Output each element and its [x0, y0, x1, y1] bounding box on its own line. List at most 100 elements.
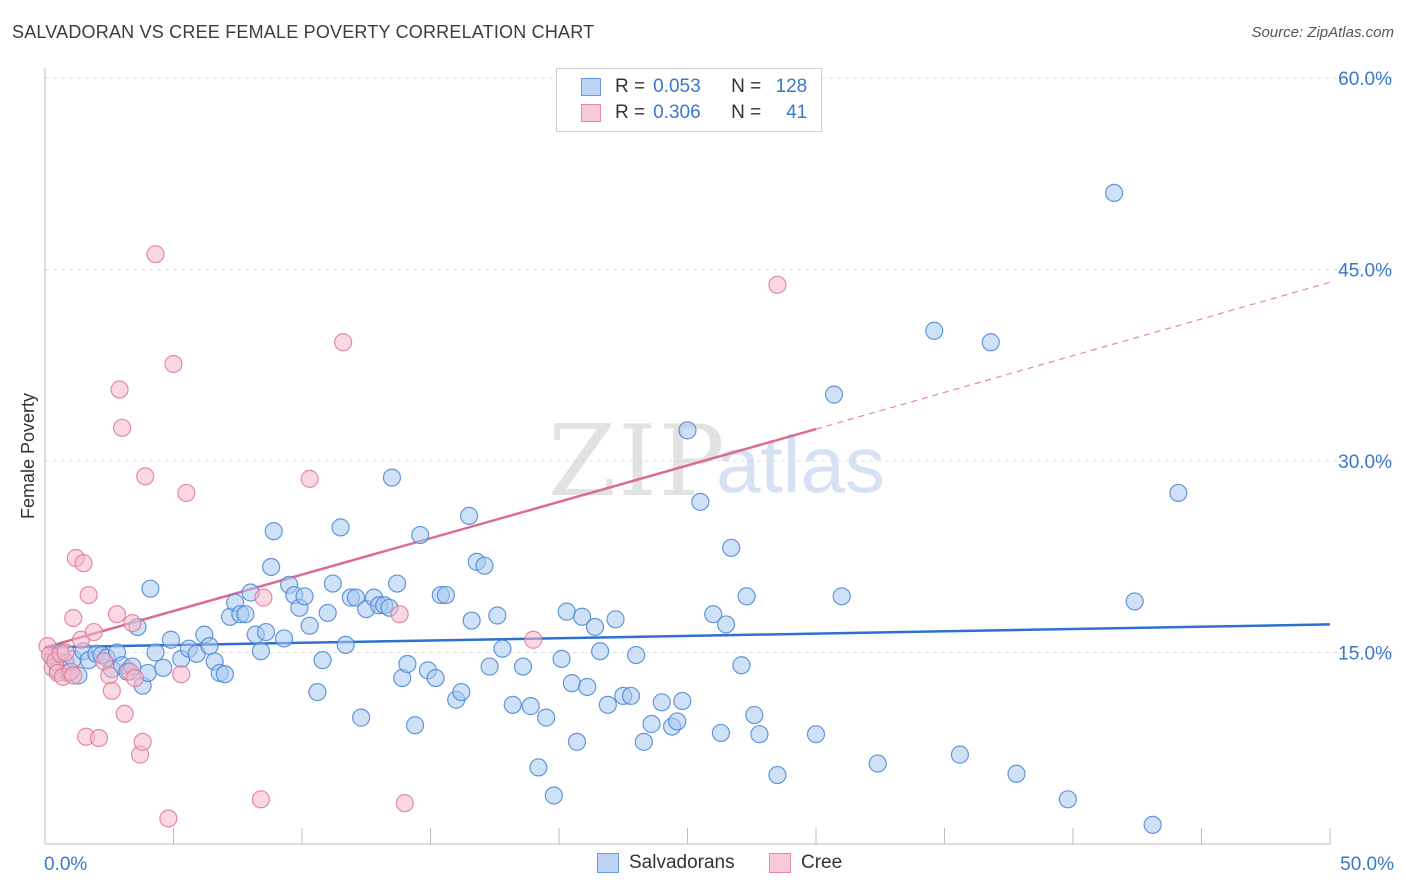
salvadoran-point	[256, 622, 276, 642]
legend-row-salvadorans: R = 0.053 N = 128	[581, 75, 807, 99]
salvadoran-point	[824, 385, 844, 404]
salvadoran-point	[868, 754, 887, 773]
cree-point	[84, 622, 103, 642]
salvadoran-swatch	[597, 853, 619, 873]
salvadoran-point	[264, 522, 283, 541]
salvadoran-point	[262, 557, 281, 577]
salvadoran-point	[411, 525, 430, 545]
salvadoran-point	[562, 674, 581, 693]
gridlines	[45, 77, 1392, 653]
cree-point	[177, 483, 196, 503]
cree-point	[110, 380, 129, 399]
cree-trend-extension	[815, 281, 1331, 430]
salvadoran-point	[200, 637, 219, 656]
cree-points	[38, 245, 787, 828]
salvadoran-point	[452, 682, 471, 702]
salvadoran-point	[1058, 790, 1077, 809]
cree-point	[524, 630, 543, 649]
cree-point	[254, 588, 273, 607]
cree-point	[74, 554, 93, 573]
cree-point	[115, 704, 134, 723]
salvadoran-point	[521, 697, 540, 716]
salvadoran-point	[591, 642, 610, 661]
salvadoran-point	[529, 758, 548, 777]
salvadoran-point	[436, 585, 456, 605]
watermark-atlas: atlas	[716, 420, 885, 509]
cree-point	[107, 605, 127, 624]
salvadoran-point	[503, 695, 522, 714]
salvadoran-point	[722, 538, 741, 557]
salvadoran-point	[1143, 815, 1162, 834]
salvadoran-point	[981, 333, 1000, 352]
axes	[44, 68, 1331, 845]
salvadoran-point	[668, 712, 687, 731]
salvadoran-point	[1125, 592, 1144, 611]
salvadoran-point	[585, 617, 605, 637]
salvadoran-point	[215, 665, 234, 684]
salvadoran-point	[578, 677, 597, 697]
salvadoran-point	[768, 765, 787, 785]
salvadoran-point	[1169, 483, 1188, 503]
cree-point	[136, 467, 155, 486]
cree-point	[125, 668, 145, 688]
salvadoran-point	[513, 657, 533, 676]
cree-point	[79, 585, 98, 605]
cree-point	[123, 614, 142, 633]
salvadoran-point	[295, 587, 314, 606]
legend-r-label: R =	[615, 102, 646, 123]
salvadoran-point	[642, 714, 661, 734]
cree-point	[64, 666, 83, 685]
legend-row-cree: R = 0.306 N = 41	[581, 101, 807, 125]
legend-r-label: R =	[615, 76, 646, 97]
salvadoran-point	[552, 649, 571, 668]
salvadoran-point	[146, 643, 165, 662]
salvadoran-point	[336, 635, 355, 654]
salvadoran-point	[711, 723, 731, 743]
y-tick-label: 30.0%	[1338, 452, 1392, 473]
cree-point	[164, 354, 183, 374]
salvadoran-point	[925, 321, 944, 340]
salvadoran-point	[274, 629, 294, 648]
legend-n-label: N =	[731, 76, 762, 97]
salvadoran-point	[398, 654, 417, 674]
salvadoran-point	[154, 658, 173, 677]
salvadoran-point	[606, 610, 625, 629]
salvadoran-point	[331, 518, 350, 537]
chart-title: SALVADORAN VS CREE FEMALE POVERTY CORREL…	[12, 22, 595, 42]
cree-point	[390, 605, 409, 624]
salvadoran-point	[493, 639, 512, 658]
y-axis-label: Female Poverty	[18, 393, 38, 519]
trend-lines	[44, 281, 1331, 649]
x-tick-label: 50.0%	[1340, 854, 1394, 875]
salvadoran-points	[43, 183, 1188, 834]
salvadoran-point	[313, 651, 332, 670]
cree-point	[102, 681, 121, 700]
salvadoran-point	[488, 606, 507, 625]
salvadoran-point	[236, 605, 255, 624]
legend-r-value: 0.053	[653, 76, 701, 97]
legend-item-salvadorans: Salvadorans	[597, 852, 735, 874]
cree-swatch	[769, 853, 791, 873]
salvadoran-point	[691, 492, 710, 511]
salvadoran-point	[557, 602, 576, 621]
salvadoran-point	[573, 607, 592, 626]
salvadoran-point	[426, 668, 445, 688]
salvadoran-point	[673, 691, 692, 711]
salvadoran-point	[652, 693, 671, 712]
salvadoran-point	[323, 574, 342, 593]
salvadoran-swatch	[581, 78, 601, 96]
cree-point	[112, 418, 132, 437]
salvadoran-point	[704, 605, 723, 624]
salvadoran-point	[405, 716, 425, 735]
cree-swatch	[581, 104, 601, 122]
salvadoran-point	[475, 556, 494, 575]
legend-n-value: 41	[786, 102, 808, 123]
cree-point	[395, 794, 414, 813]
cree-trend-line	[44, 427, 817, 649]
tick-labels: 15.0% 30.0% 45.0% 60.0% 0.0% 50.0%	[44, 69, 1394, 875]
salvadoran-point	[567, 732, 587, 751]
salvadoran-point	[634, 732, 653, 751]
salvadoran-point	[832, 587, 851, 606]
source-label: Source: ZipAtlas.com	[1251, 24, 1394, 41]
salvadoran-point	[732, 656, 751, 675]
